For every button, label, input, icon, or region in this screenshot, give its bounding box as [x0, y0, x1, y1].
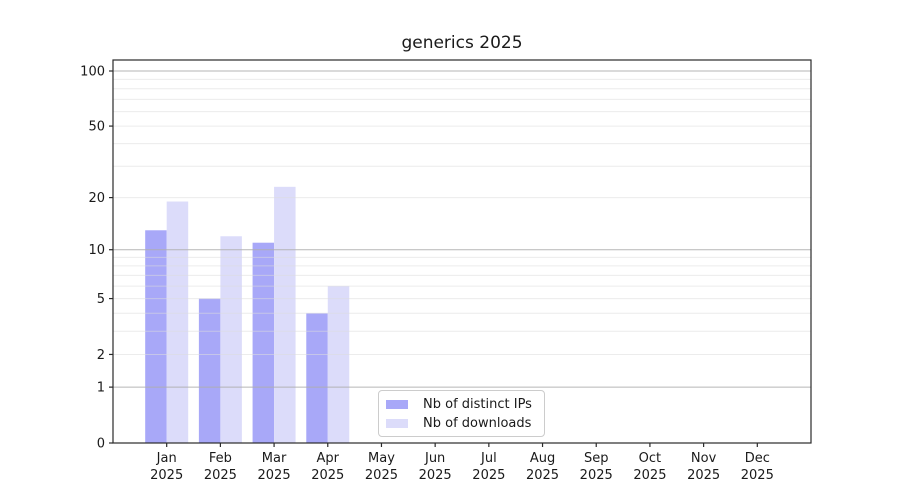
- x-tick-label: May 2025: [365, 451, 398, 483]
- bar-distinct-ips-feb: [198, 298, 221, 443]
- plot-frame: [112, 59, 812, 444]
- x-tick-label: Sep 2025: [580, 451, 613, 483]
- legend-item-downloads: Nb of downloads: [386, 415, 544, 431]
- legend-swatch-downloads-icon: [386, 418, 408, 428]
- x-tick-label: Mar 2025: [258, 451, 291, 483]
- bar-downloads-feb: [220, 236, 242, 443]
- legend-item-distinct-ips: Nb of distinct IPs: [386, 396, 544, 412]
- legend-label-downloads: Nb of downloads: [423, 415, 532, 431]
- bar-downloads-jan: [166, 201, 189, 443]
- y-tick-label: 20: [88, 191, 105, 206]
- y-tick-label: 5: [97, 292, 105, 307]
- y-tick-label: 10: [88, 243, 105, 258]
- y-tick-label: 0: [97, 437, 105, 452]
- bar-downloads-mar: [274, 186, 296, 443]
- x-tick-label: Jan 2025: [150, 451, 183, 483]
- x-tick-label: Jul 2025: [472, 451, 505, 483]
- x-tick-label: Dec 2025: [741, 451, 774, 483]
- x-tick-label: Aug 2025: [526, 451, 559, 483]
- bar-distinct-ips-jan: [145, 230, 167, 443]
- bar-distinct-ips-apr: [306, 313, 328, 443]
- x-tick-label: Feb 2025: [204, 451, 237, 483]
- legend-swatch-distinct-ips-icon: [386, 399, 408, 409]
- legend: Nb of distinct IPs Nb of downloads: [378, 390, 545, 437]
- chart-title: generics 2025: [401, 33, 523, 53]
- bar-distinct-ips-mar: [252, 242, 275, 443]
- legend-label-distinct-ips: Nb of distinct IPs: [423, 396, 532, 412]
- bar-downloads-apr: [327, 286, 350, 443]
- y-tick-label: 100: [80, 65, 105, 80]
- y-tick-label: 1: [97, 381, 105, 396]
- y-tick-label: 2: [97, 348, 105, 363]
- y-tick-label: 50: [88, 120, 105, 135]
- x-tick-label: Jun 2025: [419, 451, 452, 483]
- x-tick-label: Apr 2025: [311, 451, 344, 483]
- x-tick-label: Oct 2025: [633, 451, 666, 483]
- x-tick-label: Nov 2025: [687, 451, 720, 483]
